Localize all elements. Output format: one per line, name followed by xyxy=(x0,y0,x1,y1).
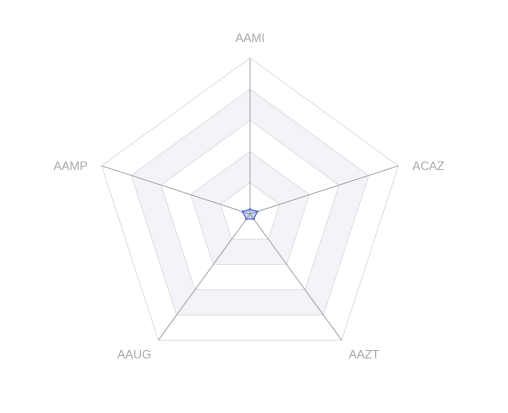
indicator-labels: AAMI ACAZ AAZT AAUG AAMP xyxy=(54,31,445,361)
data-point-aazt xyxy=(252,217,255,221)
axis-line-aamp xyxy=(101,165,251,215)
indicator-label-aamp: AAMP xyxy=(54,159,88,173)
series-layer xyxy=(241,208,259,221)
split-area-4 xyxy=(131,89,369,315)
data-point-aamp xyxy=(241,210,244,213)
split-area-5 xyxy=(101,58,399,341)
split-area-2 xyxy=(190,151,310,265)
split-line-5 xyxy=(101,57,399,341)
indicator-label-aami: AAMI xyxy=(235,31,264,45)
indicator-label-aaug: AAUG xyxy=(117,347,151,361)
split-line-4 xyxy=(130,88,370,316)
data-point-acaz xyxy=(256,210,259,213)
split-area-3 xyxy=(160,120,340,290)
data-point-aaug xyxy=(245,217,248,221)
indicator-label-acaz: ACAZ xyxy=(412,159,444,173)
split-areas xyxy=(101,58,399,341)
split-line-2 xyxy=(190,150,310,265)
axis-line-acaz xyxy=(249,165,399,215)
data-point-aami xyxy=(248,208,252,211)
split-line-3 xyxy=(160,119,340,291)
indicator-label-aazt: AAZT xyxy=(349,347,380,361)
axis-line-aaug xyxy=(157,213,251,341)
radar-axes xyxy=(101,58,399,341)
split-lines xyxy=(101,57,399,341)
split-line-1 xyxy=(219,182,281,240)
series-area-0 xyxy=(241,208,259,220)
axis-line-aazt xyxy=(249,213,343,341)
